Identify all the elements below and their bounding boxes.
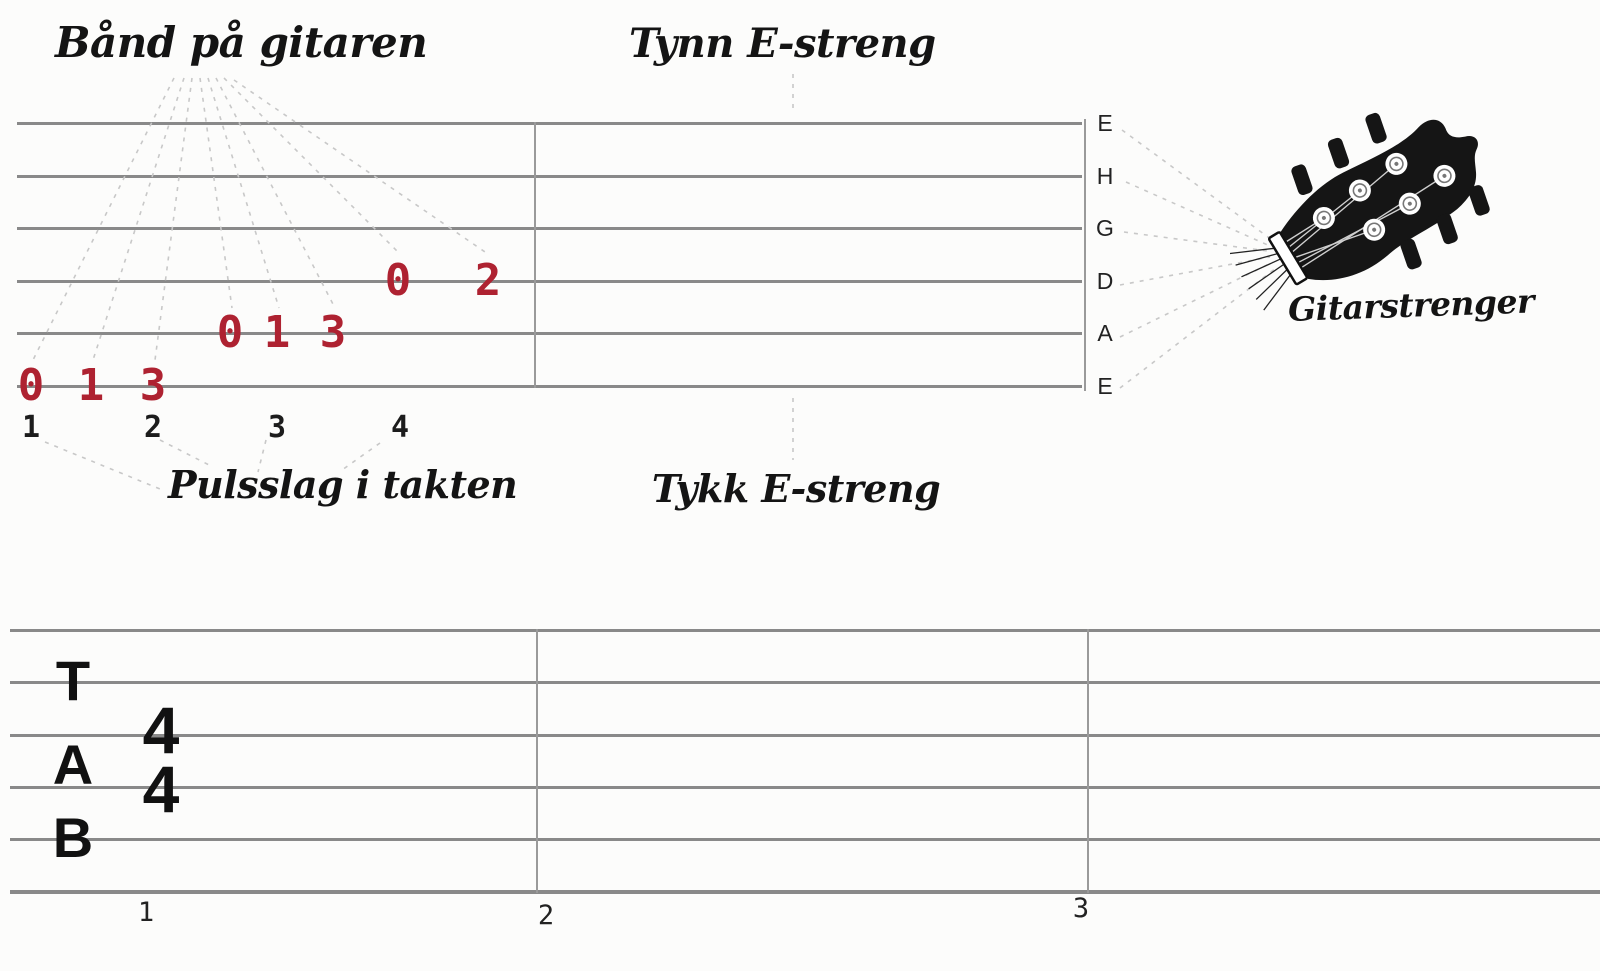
- measure-number: 1: [137, 897, 155, 928]
- staff-line: [17, 332, 1082, 335]
- fret-number: 0: [384, 255, 412, 306]
- barline: [1087, 629, 1089, 893]
- fret-number: 3: [139, 360, 167, 411]
- staff-line: [10, 838, 1600, 841]
- fret-number: 1: [77, 360, 105, 411]
- pulse-label: Pulsslag i takten: [168, 462, 518, 507]
- staff-line: [10, 629, 1600, 632]
- tab-clef-letter: B: [52, 806, 94, 869]
- fret-number: 0: [216, 307, 244, 358]
- fret-number: 0: [17, 360, 45, 411]
- staff-line: [17, 280, 1082, 283]
- frets-label: Bånd på gitaren: [55, 18, 428, 67]
- time-signature-bottom: 4: [142, 752, 180, 826]
- staff-line: [10, 890, 1600, 894]
- beat-number: 4: [390, 410, 410, 445]
- staff-line: [10, 786, 1600, 789]
- tab-clef-letter: T: [55, 649, 91, 712]
- string-name: E: [1097, 110, 1113, 136]
- staff-line: [17, 227, 1082, 230]
- fret-number: 2: [474, 255, 502, 306]
- measure-number: 3: [1072, 893, 1090, 924]
- string-name: A: [1097, 320, 1113, 346]
- string-name: H: [1096, 163, 1114, 189]
- guitar-strings-caption: Gitarstrenger: [1287, 281, 1535, 330]
- barline: [534, 122, 536, 388]
- fret-number: 3: [319, 307, 347, 358]
- beat-number: 1: [21, 410, 41, 445]
- end-barline: [1084, 119, 1086, 391]
- tab-clef-letter: A: [52, 733, 94, 796]
- measure-number: 2: [537, 900, 555, 931]
- time-signature-top: 4: [142, 693, 180, 767]
- string-name: D: [1096, 268, 1114, 294]
- staff-line: [17, 175, 1082, 178]
- beat-number: 3: [267, 410, 287, 445]
- thin-e-string-label: Tynn E-streng: [629, 20, 936, 67]
- fret-number: 1: [263, 307, 291, 358]
- staff-line: [10, 734, 1600, 737]
- thick-e-string-label: Tykk E-streng: [651, 466, 941, 511]
- staff-line: [10, 681, 1600, 684]
- beat-number: 2: [143, 410, 163, 445]
- barline: [536, 629, 538, 893]
- staff-line: [17, 385, 1082, 388]
- string-name: G: [1096, 215, 1114, 241]
- staff-line: [17, 122, 1082, 125]
- string-name: E: [1097, 373, 1113, 399]
